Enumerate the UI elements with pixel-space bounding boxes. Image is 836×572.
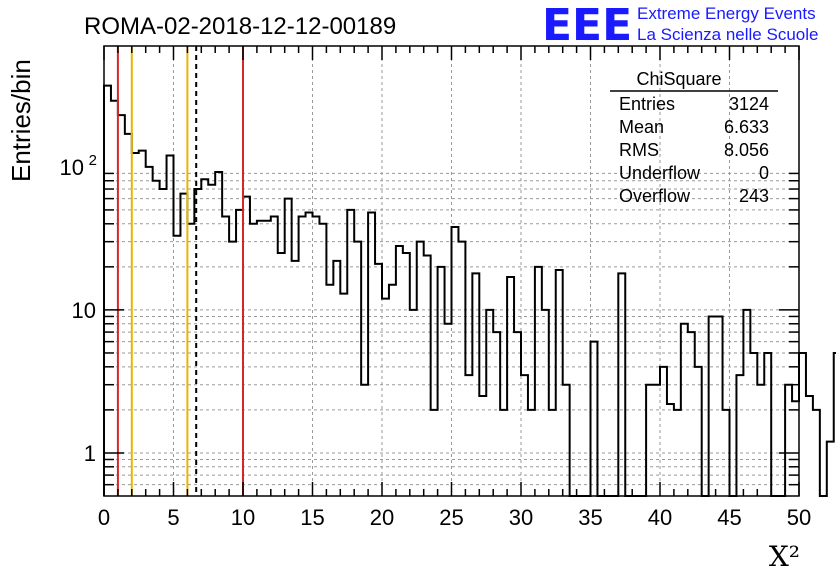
y-tick-label: 10	[60, 155, 84, 180]
stats-value: 0	[759, 163, 769, 183]
eee-logo: EEE Extreme Energy Events La Scienza nel…	[542, 0, 818, 51]
x-tick-label: 30	[509, 505, 533, 530]
x-tick-label: 15	[300, 505, 324, 530]
stats-label: Mean	[619, 117, 664, 137]
stats-label: RMS	[619, 140, 659, 160]
histogram-series	[103, 84, 836, 497]
y-tick-label-exponent: 2	[89, 152, 97, 169]
x-tick-label: 50	[787, 505, 811, 530]
stats-label: Underflow	[619, 163, 701, 183]
stats-label: Overflow	[619, 186, 691, 206]
axis-ticks	[103, 46, 800, 496]
stats-box: ChiSquare Entries 3124 Mean 6.633 RMS 8.056 Un…	[610, 69, 778, 206]
x-tick-labels: 0 5 10 15 20 25 30 35 40 45 50	[98, 505, 811, 530]
stats-value: 243	[739, 186, 769, 206]
logo-line-2: La Scienza nelle Scuole	[637, 25, 818, 44]
reference-lines	[116, 46, 244, 496]
stats-value: 6.633	[724, 117, 769, 137]
x-tick-label: 25	[439, 505, 463, 530]
x-tick-label: 45	[717, 505, 741, 530]
x-tick-label: 20	[370, 505, 394, 530]
x-tick-label: 0	[98, 505, 110, 530]
stats-value: 3124	[729, 94, 769, 114]
y-axis-title: Entries/bin	[6, 59, 36, 182]
stats-value: 8.056	[724, 140, 769, 160]
stats-rows: Entries 3124 Mean 6.633 RMS 8.056 Underflow 0 Ov…	[619, 94, 769, 206]
x-axis-title: X²	[769, 540, 800, 572]
grid	[104, 46, 799, 496]
stats-label: Entries	[619, 94, 675, 114]
y-tick-label: 1	[84, 441, 96, 466]
y-tick-labels: 1 10 10 2	[60, 152, 97, 466]
logo-line-1: Extreme Energy Events	[637, 4, 816, 23]
logo-mark: EEE	[542, 0, 632, 51]
chart-title: ROMA-02-2018-12-12-00189	[84, 13, 396, 40]
x-tick-label: 35	[578, 505, 602, 530]
histogram-outline	[103, 84, 836, 497]
x-tick-label: 10	[231, 505, 255, 530]
stats-title: ChiSquare	[636, 69, 721, 89]
x-tick-label: 5	[167, 505, 179, 530]
x-tick-label: 40	[648, 505, 672, 530]
y-tick-label: 10	[72, 298, 96, 323]
